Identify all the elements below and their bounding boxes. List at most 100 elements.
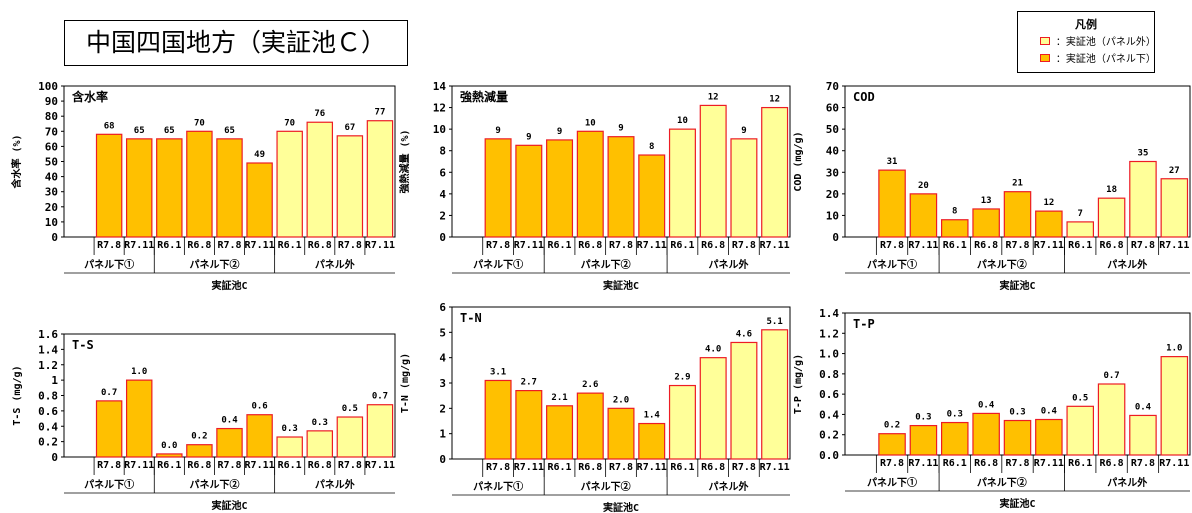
data-label: 9	[526, 132, 531, 142]
y-tick-label: 20	[45, 201, 58, 214]
data-label: 0.7	[372, 392, 388, 402]
bar	[909, 424, 938, 456]
x-tick-label: R6.1	[943, 458, 967, 469]
x-tick-label: R7.8	[486, 240, 510, 251]
y-tick-label: 50	[826, 123, 839, 136]
data-label: 1.4	[644, 411, 661, 421]
x-axis-label: 実証池C	[603, 501, 639, 513]
y-axis-label: 含水率 (%)	[10, 134, 23, 188]
y-tick-label: 1.2	[38, 359, 58, 372]
y-tick-label: 6	[439, 166, 446, 179]
data-label: 27	[1169, 166, 1180, 176]
bar	[668, 128, 696, 238]
bar	[1129, 160, 1157, 238]
data-label: 0.3	[282, 424, 298, 434]
x-axis-label: 実証池C	[603, 279, 639, 292]
data-label: 0.2	[191, 432, 207, 442]
data-label: 65	[224, 126, 235, 136]
x-tick-label: R7.8	[217, 240, 241, 251]
x-tick-label: R7.8	[97, 240, 121, 251]
data-label: 0.3	[947, 410, 963, 420]
x-tick-label: R7.8	[338, 460, 362, 471]
x-tick-label: R6.8	[701, 462, 725, 473]
y-tick-label: 2	[439, 402, 446, 415]
y-tick-label: 1	[51, 374, 58, 387]
x-tick-label: R7.8	[1131, 240, 1155, 251]
legend-label-under: ：実証池（パネル下）	[1055, 54, 1156, 65]
y-tick-label: 0.4	[819, 408, 839, 421]
y-tick-label: 1.6	[38, 328, 58, 341]
y-axis-label: 強熱減量 (%)	[398, 129, 411, 193]
chart-ignition-loss: 強熱減量 0 2 4 6 8 10 12 14 強熱減量 (%) 9 R7.8 9 R7.11 9 R6.1 1…	[398, 80, 791, 292]
bar	[1003, 191, 1032, 238]
x-tick-label: R7.11	[760, 240, 790, 251]
group-label: パネル下②	[581, 258, 631, 271]
data-label: 8	[952, 207, 957, 217]
bar	[95, 133, 123, 238]
group-label: パネル下②	[581, 480, 631, 493]
y-tick-label: 0.0	[819, 449, 839, 462]
y-axis-label: T-N (mg/g)	[400, 353, 411, 413]
y-tick-label: 50	[45, 156, 58, 169]
legend-title: 凡例	[1075, 18, 1097, 31]
bar	[366, 404, 394, 458]
y-tick-label: 14	[433, 80, 447, 93]
x-tick-label: R6.1	[278, 460, 302, 471]
y-tick-label: 0.4	[38, 420, 58, 433]
x-tick-label: R7.11	[245, 460, 275, 471]
data-label: 2.7	[521, 378, 537, 388]
x-axis-label: 実証池C	[211, 279, 247, 292]
bar	[186, 130, 213, 238]
y-tick-label: 10	[433, 123, 446, 136]
x-axis-label: 実証池C	[999, 279, 1035, 292]
bar	[515, 389, 543, 460]
x-tick-label: R6.1	[943, 240, 967, 251]
x-tick-label: R7.11	[514, 240, 544, 251]
x-tick-label: R7.11	[124, 460, 154, 471]
bar	[878, 169, 906, 238]
data-label: 70	[194, 118, 205, 128]
group-label: パネル下①	[473, 480, 523, 493]
y-axis-label: COD (mg/g)	[793, 131, 804, 191]
legend: 凡例 ：実証池（パネル外） ：実証池（パネル下）	[1017, 11, 1156, 73]
x-tick-label: R6.1	[670, 240, 694, 251]
x-tick-label: R6.8	[578, 462, 602, 473]
x-tick-label: R6.1	[1068, 458, 1092, 469]
x-tick-label: R6.8	[974, 458, 998, 469]
x-tick-label: R7.11	[908, 458, 938, 469]
chart-title: 含水率	[72, 89, 108, 104]
data-label: 0.5	[1072, 393, 1088, 403]
x-tick-label: R7.11	[1034, 458, 1064, 469]
data-label: 0.3	[915, 413, 931, 423]
y-tick-label: 1.4	[38, 343, 58, 356]
page-title: 中国四国地方（実証池Ｃ）	[64, 20, 408, 66]
bar	[972, 208, 1000, 238]
x-tick-label: R7.11	[1034, 240, 1064, 251]
data-label: 70	[284, 118, 295, 128]
data-label: 0.4	[221, 416, 238, 426]
y-tick-label: 12	[433, 102, 446, 115]
y-tick-label: 0.2	[819, 429, 839, 442]
x-tick-label: R7.11	[245, 240, 275, 251]
y-tick-label: 60	[826, 102, 839, 115]
data-label: 4.0	[705, 345, 721, 355]
legend-swatch-outside	[1040, 36, 1050, 45]
bar	[638, 154, 666, 238]
data-label: 35	[1138, 149, 1149, 159]
legend-item-outside: ：実証池（パネル外）	[1018, 32, 1156, 49]
data-label: 10	[585, 118, 596, 128]
bar	[306, 121, 334, 238]
y-tick-label: 0.8	[38, 390, 58, 403]
bar	[576, 130, 604, 238]
x-tick-label: R7.11	[365, 240, 395, 251]
x-tick-label: R6.8	[308, 460, 332, 471]
data-label: 1.0	[131, 367, 147, 377]
bar	[125, 379, 153, 458]
bar	[366, 120, 394, 238]
bar	[546, 405, 574, 460]
y-tick-label: 1.0	[819, 348, 839, 361]
y-tick-label: 60	[45, 140, 58, 153]
x-tick-label: R7.8	[338, 240, 362, 251]
x-tick-label: R6.8	[1100, 240, 1124, 251]
y-tick-label: 100	[38, 80, 58, 93]
